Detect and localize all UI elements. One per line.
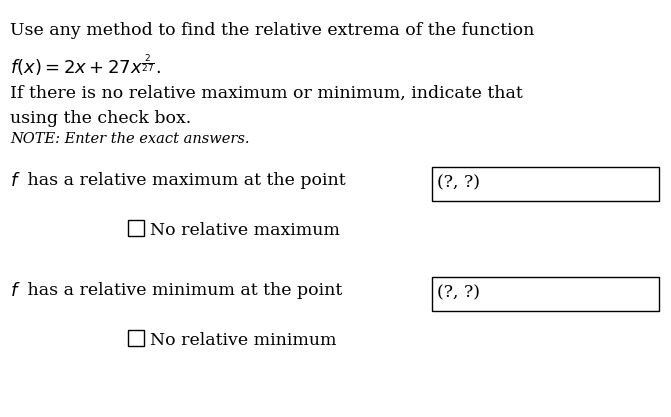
Text: has a relative minimum at the point: has a relative minimum at the point — [22, 282, 342, 299]
Text: (?, ?): (?, ?) — [437, 284, 480, 301]
Text: If there is no relative maximum or minimum, indicate that: If there is no relative maximum or minim… — [10, 85, 523, 102]
Bar — [432, 167, 659, 201]
Text: Use any method to find the relative extrema of the function: Use any method to find the relative extr… — [10, 22, 534, 39]
Text: NOTE: Enter the exact answers.: NOTE: Enter the exact answers. — [10, 132, 250, 146]
Bar — [432, 277, 659, 311]
Bar — [128, 330, 144, 346]
Text: using the check box.: using the check box. — [10, 110, 191, 127]
Text: (?, ?): (?, ?) — [437, 174, 480, 191]
Text: No relative maximum: No relative maximum — [150, 222, 340, 239]
Text: has a relative maximum at the point: has a relative maximum at the point — [22, 172, 346, 189]
Text: $f(x) = 2x + 27x^{\frac{2}{27}}.$: $f(x) = 2x + 27x^{\frac{2}{27}}.$ — [10, 52, 161, 78]
Text: No relative minimum: No relative minimum — [150, 332, 336, 349]
Text: $f$: $f$ — [10, 282, 21, 300]
Text: $f$: $f$ — [10, 172, 21, 190]
Bar — [128, 220, 144, 236]
